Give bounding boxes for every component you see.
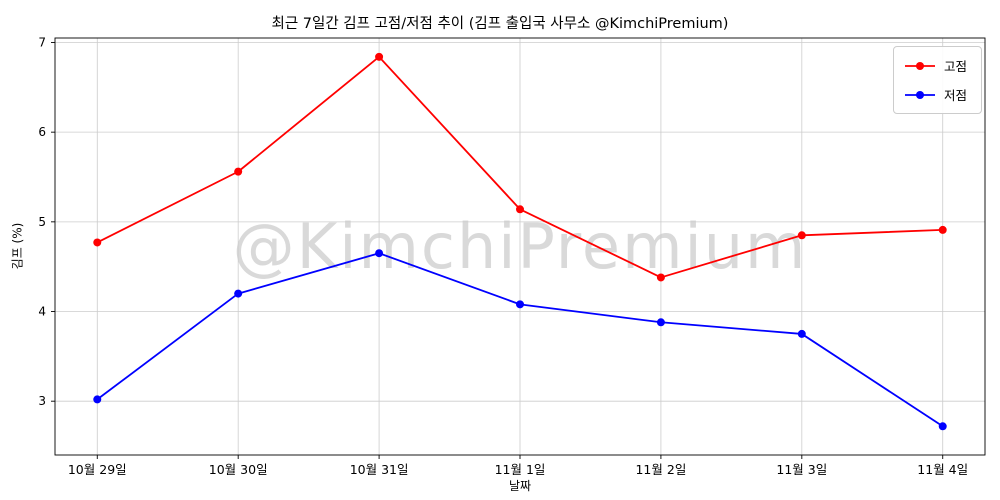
legend-swatch-icon: [904, 90, 935, 99]
y-tick-label: 6: [38, 125, 46, 139]
legend-item-0: 고점: [904, 56, 967, 75]
legend-label: 고점: [943, 59, 967, 74]
series-marker-0: [656, 273, 665, 282]
x-tick-label: 10월 30일: [209, 462, 268, 477]
y-tick-label: 7: [38, 35, 46, 49]
x-tick-label: 11월 2일: [635, 462, 686, 477]
series-marker-0: [375, 52, 384, 61]
series-marker-1: [93, 395, 102, 404]
series-marker-0: [93, 238, 102, 247]
x-tick-label: 11월 1일: [495, 462, 546, 477]
legend-swatch-icon: [904, 61, 935, 70]
x-axis-label: 날짜: [508, 479, 532, 493]
series-marker-1: [938, 422, 947, 431]
series-marker-1: [656, 318, 665, 327]
chart-title: 최근 7일간 김프 고점/저점 추이 (김프 출입국 사무소 @KimchiPr…: [271, 16, 729, 32]
series-marker-0: [516, 205, 524, 214]
legend-item-1: 저점: [904, 85, 967, 104]
series-marker-0: [234, 167, 243, 176]
x-tick-label: 11월 3일: [776, 462, 827, 477]
y-tick-label: 5: [38, 215, 46, 229]
legend-label: 저점: [943, 88, 967, 103]
series-marker-0: [938, 225, 947, 234]
series-marker-1: [234, 289, 243, 298]
series-marker-1: [797, 329, 806, 338]
series-marker-1: [516, 300, 524, 309]
x-tick-label: 10월 31일: [350, 462, 409, 477]
series-marker-0: [797, 231, 806, 240]
x-tick-label: 11월 4일: [917, 462, 968, 477]
y-tick-label: 3: [38, 394, 46, 408]
x-tick-label: 10월 29일: [68, 462, 127, 477]
y-tick-label: 4: [38, 305, 46, 319]
series-marker-1: [375, 249, 384, 258]
